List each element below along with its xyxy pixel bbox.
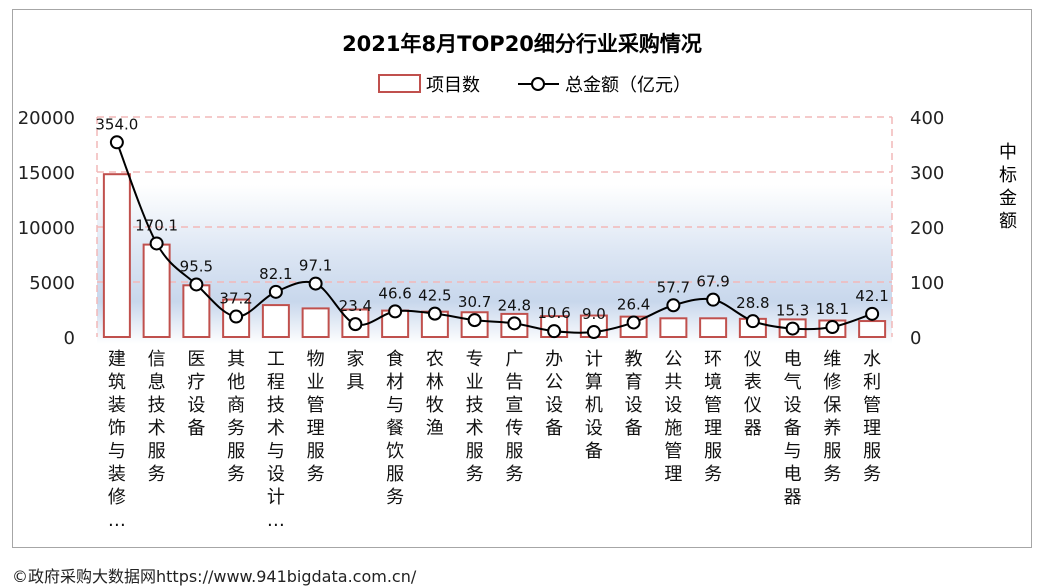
category-label: 医疗设备	[187, 349, 205, 439]
bar	[301, 307, 330, 338]
data-label: 30.7	[458, 293, 491, 311]
category-labels: 建筑装饰与装修… 信息技术服务 医疗设备 其他商务服务 工程技术与设计… 物业管理服务 家具…	[108, 349, 881, 531]
data-label: 354.0	[95, 115, 138, 133]
left-tick-label: 5000	[29, 273, 75, 294]
data-label: 42.1	[855, 287, 888, 305]
category-label: 食材与餐饮服务	[386, 349, 404, 508]
bar	[261, 304, 290, 339]
category-label: 农林牧渔	[426, 349, 444, 439]
legend-bar-swatch	[378, 74, 421, 93]
amount-line	[109, 135, 880, 340]
category-label: 公共设施管理	[664, 349, 682, 485]
category-label: 电气设备与电器	[784, 349, 802, 508]
left-tick-label: 15000	[18, 163, 75, 184]
data-label: 23.4	[339, 297, 372, 315]
bar	[102, 173, 131, 338]
bar	[699, 317, 728, 338]
right-axis: 0 100 200 300 400	[910, 108, 944, 349]
amount-point	[149, 236, 164, 251]
amount-point	[666, 298, 681, 313]
data-labels: 354.0 170.1 95.5 37.2 82.1 97.1 23.4 46.6 42.5 30…	[95, 115, 888, 323]
amount-point	[865, 306, 880, 321]
data-label: 28.8	[736, 294, 769, 312]
amount-point	[427, 306, 442, 321]
right-tick-label: 300	[910, 163, 944, 184]
bar	[858, 320, 887, 338]
legend-bar-label: 项目数	[426, 75, 480, 96]
amount-point	[467, 313, 482, 328]
category-label: 广告宣传服务	[505, 349, 523, 485]
left-tick-label: 0	[64, 328, 75, 349]
data-label: 24.8	[498, 296, 531, 314]
amount-point	[109, 135, 124, 150]
footer-copyright: ©政府采购大数据网https://www.941bigdata.com.cn/	[12, 567, 417, 586]
category-label: 信息技术服务	[148, 349, 166, 485]
chart-svg: 0 5000 10000 15000 20000 0 100 200 300 400 354.0…	[18, 32, 1017, 531]
left-tick-label: 20000	[18, 108, 75, 129]
category-label: 环境管理服务	[704, 349, 722, 485]
amount-point	[785, 321, 800, 336]
category-label: 建筑装饰与装修…	[108, 349, 126, 531]
data-label: 26.4	[617, 295, 650, 313]
amount-point	[388, 304, 403, 319]
amount-point	[745, 314, 760, 329]
category-label: 水利管理服务	[863, 349, 881, 485]
amount-point	[348, 317, 363, 332]
amount-point	[706, 292, 721, 307]
legend: 项目数 总金额（亿元）	[378, 74, 691, 96]
category-label: 维修保养服务	[823, 349, 841, 485]
amount-point	[189, 277, 204, 292]
data-label: 95.5	[180, 257, 213, 275]
right-tick-label: 0	[910, 328, 921, 349]
grid-lines	[96, 116, 893, 337]
data-label: 9.0	[582, 305, 606, 323]
data-label: 67.9	[696, 273, 729, 291]
data-label: 42.5	[418, 287, 451, 305]
left-axis: 0 5000 10000 15000 20000	[18, 108, 75, 349]
legend-line-label: 总金额（亿元）	[565, 75, 691, 96]
bars	[102, 173, 887, 339]
data-label: 97.1	[299, 257, 332, 275]
category-label: 工程技术与设计…	[267, 349, 285, 531]
amount-point	[507, 316, 522, 331]
amount-point	[547, 324, 562, 339]
category-label: 计算机设备	[585, 349, 603, 462]
category-label: 办公设备	[545, 349, 563, 439]
right-tick-label: 200	[910, 218, 944, 239]
amount-point	[626, 315, 641, 330]
amount-point	[308, 276, 323, 291]
category-label: 家具	[346, 349, 364, 393]
amount-point	[268, 284, 283, 299]
data-label: 37.2	[219, 290, 252, 308]
chart-title: 2021年8月TOP20细分行业采购情况	[342, 32, 702, 56]
left-tick-label: 10000	[18, 218, 75, 239]
amount-point	[229, 309, 244, 324]
data-label: 18.1	[816, 300, 849, 318]
data-label: 15.3	[776, 302, 809, 320]
data-label: 57.7	[657, 278, 690, 296]
data-label: 10.6	[537, 304, 570, 322]
chart-frame: 0 5000 10000 15000 20000 0 100 200 300 400 354.0…	[12, 9, 1032, 548]
right-tick-label: 400	[910, 108, 944, 129]
amount-point	[586, 325, 601, 340]
category-label: 其他商务服务	[227, 349, 245, 485]
bar	[659, 317, 688, 338]
category-label: 专业技术服务	[466, 349, 484, 485]
data-label: 170.1	[135, 216, 178, 234]
category-label: 物业管理服务	[307, 349, 325, 485]
right-tick-label: 100	[910, 273, 944, 294]
bar	[142, 243, 171, 339]
legend-line-marker	[531, 77, 545, 91]
category-label: 仪表仪器	[744, 349, 762, 439]
right-axis-title: 中标金额	[999, 142, 1017, 232]
data-label: 46.6	[378, 284, 411, 302]
data-label: 82.1	[259, 265, 292, 283]
amount-point	[825, 320, 840, 335]
category-label: 教育设备	[625, 349, 643, 439]
